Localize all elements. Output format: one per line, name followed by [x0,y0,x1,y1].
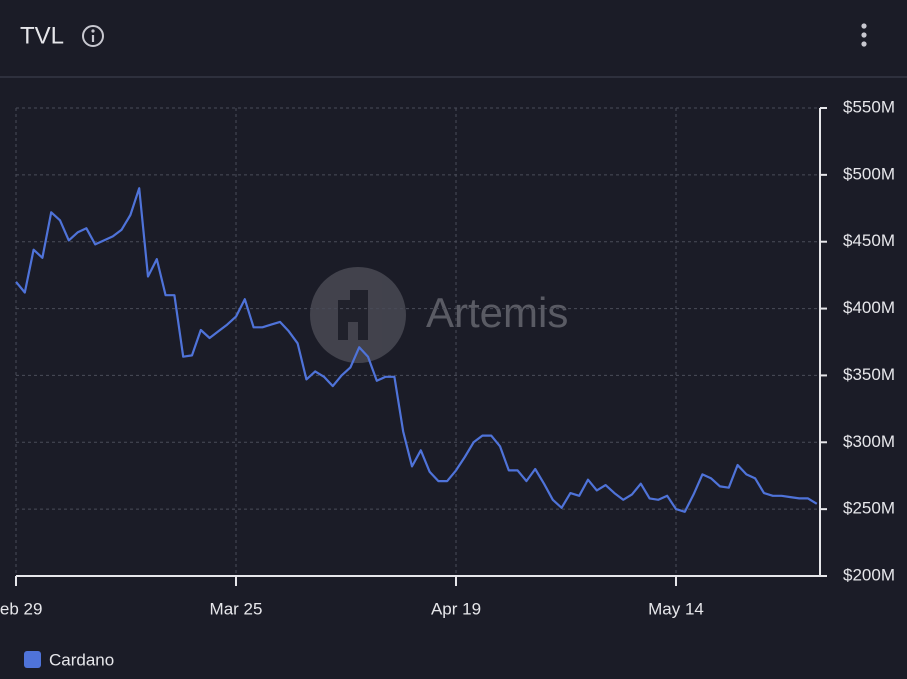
y-tick-label: $300M [843,432,895,451]
y-tick-label: $500M [843,164,895,183]
legend-swatch [24,651,41,668]
series-line [15,187,818,513]
info-icon[interactable] [82,25,104,47]
menu-icon[interactable] [861,23,867,47]
y-tick-label: $450M [843,231,895,250]
watermark-logo [310,267,406,363]
y-tick-label: $250M [843,499,895,518]
chart-title: TVL [20,22,64,49]
y-tick-label: $200M [843,565,895,584]
x-tick-label: Mar 25 [210,599,263,618]
x-tick-label: Feb 29 [0,599,42,618]
x-tick-label: May 14 [648,599,704,618]
y-tick-label: $550M [843,97,895,116]
legend-label: Cardano [49,650,114,669]
watermark: Artemis [426,289,568,336]
y-tick-label: $400M [843,298,895,317]
legend[interactable]: Cardano [24,650,114,669]
x-tick-label: Apr 19 [431,599,481,618]
y-tick-label: $350M [843,365,895,384]
